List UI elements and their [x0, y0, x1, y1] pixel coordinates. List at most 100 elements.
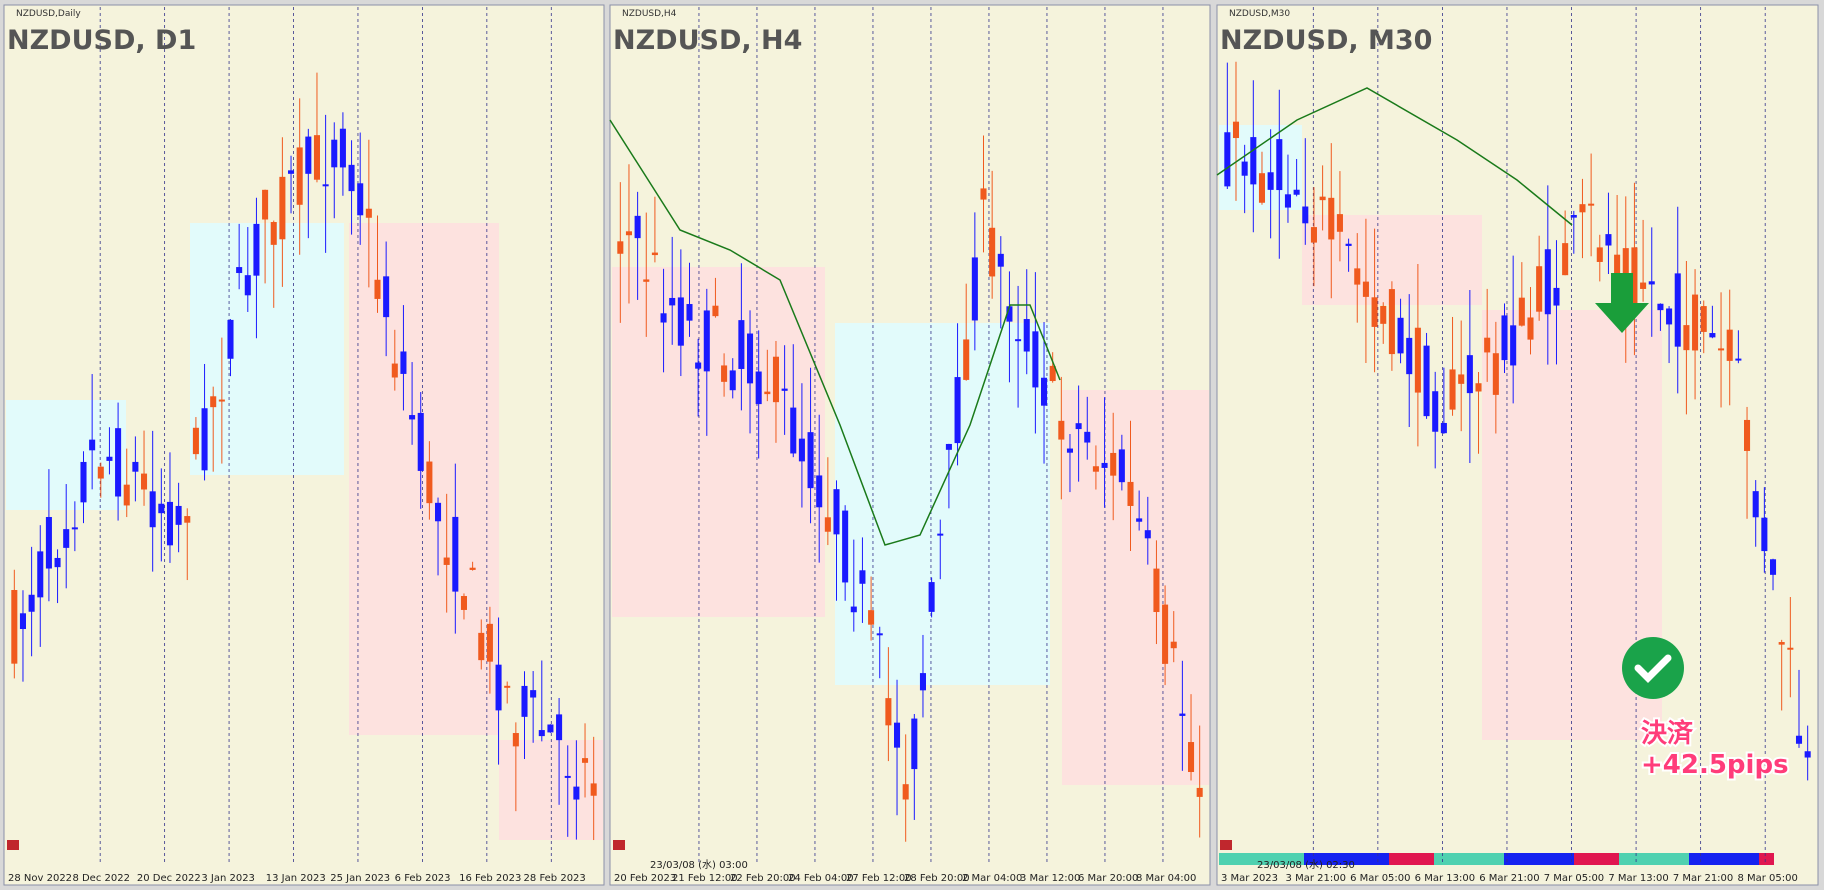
candle-body	[1440, 422, 1447, 434]
candle-body	[1674, 273, 1681, 347]
candle-body	[1224, 132, 1231, 187]
candle-body	[1162, 604, 1169, 664]
candle-body	[270, 222, 277, 245]
candle-body	[288, 170, 295, 174]
close-button	[1220, 840, 1232, 850]
candle-body	[339, 128, 346, 168]
candle-body	[1406, 337, 1413, 375]
annotation: 決済	[1641, 718, 1694, 749]
candle-body	[1795, 735, 1803, 744]
x-axis-label: 8 Mar 05:00	[1737, 873, 1797, 884]
sell-arrow	[1595, 273, 1649, 333]
candle-body	[452, 516, 459, 592]
candle-body	[1188, 742, 1195, 773]
candle-body	[1092, 466, 1099, 472]
candle-body	[374, 279, 381, 299]
close-button	[7, 840, 19, 850]
candle-body	[1536, 266, 1543, 312]
candle-body	[1196, 787, 1203, 797]
candle-body	[1049, 365, 1056, 382]
candle-body	[833, 489, 840, 535]
candle-body	[383, 276, 390, 318]
candle-body	[236, 267, 243, 274]
candle-body	[132, 461, 139, 472]
candle-body	[495, 664, 502, 711]
close-button	[613, 840, 625, 850]
candle-body	[365, 208, 372, 218]
candle-body	[469, 567, 476, 570]
candle-body	[660, 313, 667, 323]
x-axis-label: 6 Mar 05:00	[1350, 873, 1410, 884]
candle-body	[19, 613, 26, 630]
zone	[612, 267, 825, 617]
chart-title: NZDUSD, M30	[1220, 25, 1432, 56]
candle-body	[1371, 297, 1378, 327]
symbol-label: NZDUSD,M30	[1229, 9, 1290, 19]
candle-body	[1015, 339, 1022, 342]
candle-body	[1232, 121, 1240, 139]
candle-body	[980, 188, 987, 200]
candle-body	[305, 136, 312, 174]
candle-body	[1744, 419, 1751, 451]
candle-body	[1066, 448, 1073, 453]
candle-body	[1570, 214, 1577, 218]
candle-body	[141, 473, 148, 490]
candle-body	[1622, 248, 1629, 298]
candle-body	[1319, 196, 1326, 201]
candle-body	[816, 475, 823, 508]
cursor-time: 23/03/08 (水) 02:30	[1257, 859, 1355, 871]
candle-body	[1336, 214, 1343, 232]
candle-body	[253, 223, 260, 276]
candle-body	[695, 362, 702, 369]
x-axis-label: 24 Feb 04:00	[788, 873, 854, 884]
candle-body	[703, 310, 710, 372]
x-axis-label: 27 Feb 12:00	[846, 873, 912, 884]
x-axis-label: 20 Feb 2023	[614, 873, 676, 884]
candle-body	[850, 606, 857, 613]
candle-body	[331, 139, 338, 168]
candle-body	[1596, 247, 1603, 262]
candle-body	[460, 596, 467, 610]
candle-body	[1423, 345, 1430, 417]
candle-body	[1362, 281, 1369, 297]
candle-body	[963, 339, 970, 380]
candle-body	[582, 758, 589, 763]
candle-body	[590, 783, 597, 796]
candle-body	[1449, 369, 1456, 410]
chart-panel: 28 Nov 2022 8 Dec 2022 20 Dec 2022 3 Jan 20…	[3, 4, 605, 886]
x-axis-label: 28 Feb 2023	[524, 873, 586, 884]
candle-body	[1544, 249, 1551, 315]
candle-body	[842, 510, 849, 583]
candle-body	[227, 319, 234, 359]
x-axis-label: 7 Mar 21:00	[1673, 873, 1733, 884]
x-axis-label: 25 Jan 2023	[330, 873, 390, 884]
candle-body	[28, 594, 35, 612]
candle-body	[201, 408, 208, 471]
candle-body	[348, 164, 355, 192]
candle-body	[37, 551, 44, 598]
chart-panel: 3 Mar 2023 3 Mar 21:00 6 Mar 05:00 6 Mar 13…	[1216, 4, 1819, 886]
x-axis-label: 8 Mar 04:00	[1136, 873, 1196, 884]
candle-body	[755, 371, 762, 405]
x-axis-label: 7 Mar 13:00	[1608, 873, 1668, 884]
candle-body	[409, 415, 416, 420]
candle-body	[1518, 297, 1525, 326]
candle-body	[1787, 647, 1794, 650]
chart-title: NZDUSD, H4	[613, 25, 802, 56]
candle-body	[556, 714, 563, 741]
candle-body	[530, 690, 537, 698]
moving-average	[1216, 87, 1573, 226]
candle-body	[1170, 641, 1177, 649]
candle-body	[1562, 243, 1569, 276]
x-axis-label: 6 Mar 21:00	[1479, 873, 1539, 884]
candle-body	[798, 438, 805, 462]
candle-body	[1769, 559, 1777, 575]
candle-body	[1761, 517, 1768, 552]
check-icon	[1622, 637, 1684, 699]
candle-body	[764, 391, 771, 395]
zone	[190, 223, 344, 475]
candle-body	[1267, 172, 1274, 190]
x-axis-label: 6 Feb 2023	[395, 873, 451, 884]
